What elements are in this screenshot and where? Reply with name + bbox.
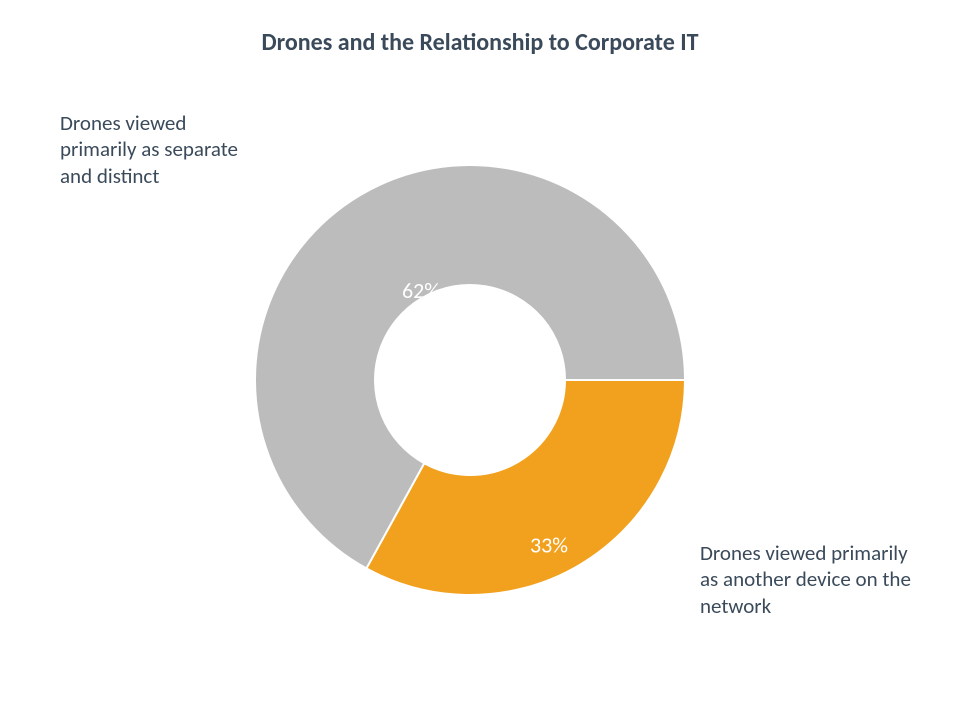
donut-chart: 33% 62% bbox=[220, 130, 720, 630]
donut-svg: 33% 62% bbox=[220, 130, 720, 630]
slice-label-network: Drones viewed primarily as another devic… bbox=[700, 540, 930, 619]
slice-label-separate: Drones viewed primarily as separate and … bbox=[60, 110, 260, 189]
pct-label: 33% bbox=[530, 531, 568, 558]
donut-slice bbox=[366, 380, 685, 595]
pct-label: 62% bbox=[402, 277, 440, 304]
chart-title: Drones and the Relationship to Corporate… bbox=[0, 28, 960, 57]
